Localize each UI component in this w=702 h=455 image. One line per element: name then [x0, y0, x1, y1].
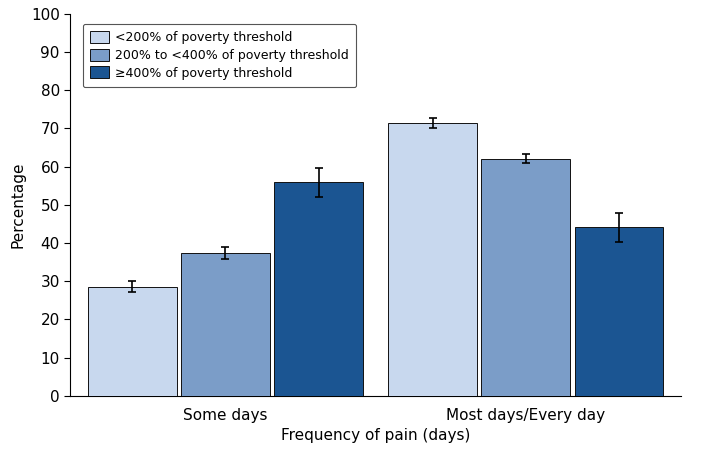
Bar: [482, 158, 570, 396]
Bar: [388, 123, 477, 396]
Bar: [574, 228, 663, 396]
X-axis label: Frequency of pain (days): Frequency of pain (days): [281, 428, 470, 443]
Bar: [274, 182, 363, 396]
Bar: [88, 287, 177, 396]
Bar: [181, 253, 270, 396]
Y-axis label: Percentage: Percentage: [11, 162, 25, 248]
Legend: <200% of poverty threshold, 200% to <400% of poverty threshold, ≥400% of poverty: <200% of poverty threshold, 200% to <400…: [83, 24, 357, 87]
